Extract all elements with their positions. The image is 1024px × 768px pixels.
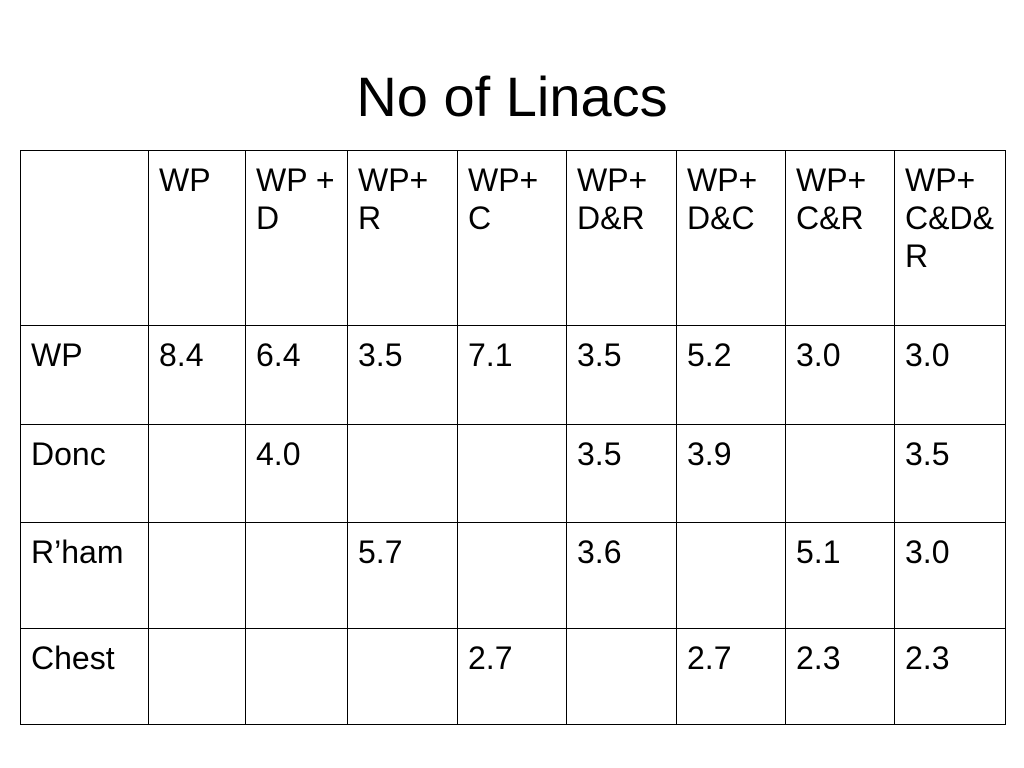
value-cell: 3.5 <box>566 424 677 523</box>
value-cell <box>457 424 567 523</box>
value-cell: 6.4 <box>245 325 348 425</box>
value-cell: 4.0 <box>245 424 348 523</box>
row-label: R’ham <box>20 522 149 629</box>
value-cell: 3.5 <box>894 424 1006 523</box>
row-label: WP <box>20 325 149 425</box>
linac-table: WP WP + D WP+ R WP+ C WP+ D&R WP+ D&C WP+ C&R W… <box>20 150 1006 725</box>
header-cell: WP+ C <box>457 150 567 326</box>
header-cell: WP <box>148 150 246 326</box>
value-cell: 3.0 <box>894 325 1006 425</box>
value-cell: 8.4 <box>148 325 246 425</box>
value-cell <box>245 628 348 725</box>
value-cell <box>457 522 567 629</box>
data-row: Chest 2.7 2.7 2.3 2.3 <box>20 628 1006 725</box>
value-cell <box>148 522 246 629</box>
value-cell: 3.0 <box>894 522 1006 629</box>
value-cell <box>245 522 348 629</box>
data-row: WP 8.4 6.4 3.5 7.1 3.5 5.2 3.0 3.0 <box>20 325 1006 425</box>
row-label: Donc <box>20 424 149 523</box>
header-cell: WP+ D&C <box>676 150 786 326</box>
data-row: R’ham 5.7 3.6 5.1 3.0 <box>20 522 1006 629</box>
data-row: Donc 4.0 3.5 3.9 3.5 <box>20 424 1006 523</box>
row-label: Chest <box>20 628 149 725</box>
value-cell <box>347 628 458 725</box>
value-cell <box>785 424 895 523</box>
table-body: WP WP + D WP+ R WP+ C WP+ D&R WP+ D&C WP+ C&R W… <box>20 150 1006 725</box>
value-cell: 3.9 <box>676 424 786 523</box>
value-cell: 7.1 <box>457 325 567 425</box>
header-cell: WP+ C&R <box>785 150 895 326</box>
value-cell: 3.5 <box>347 325 458 425</box>
value-cell: 3.5 <box>566 325 677 425</box>
header-cell <box>20 150 149 326</box>
value-cell: 2.3 <box>785 628 895 725</box>
value-cell: 5.2 <box>676 325 786 425</box>
header-cell: WP + D <box>245 150 348 326</box>
value-cell <box>566 628 677 725</box>
header-cell: WP+ D&R <box>566 150 677 326</box>
slide-title: No of Linacs <box>356 65 668 128</box>
value-cell: 2.7 <box>676 628 786 725</box>
header-row: WP WP + D WP+ R WP+ C WP+ D&R WP+ D&C WP+ C&R W… <box>20 150 1006 326</box>
value-cell: 2.3 <box>894 628 1006 725</box>
value-cell <box>676 522 786 629</box>
value-cell: 2.7 <box>457 628 567 725</box>
header-cell: WP+ C&D&R <box>894 150 1006 326</box>
value-cell <box>347 424 458 523</box>
value-cell <box>148 424 246 523</box>
value-cell: 3.0 <box>785 325 895 425</box>
value-cell: 5.7 <box>347 522 458 629</box>
value-cell: 3.6 <box>566 522 677 629</box>
value-cell <box>148 628 246 725</box>
header-cell: WP+ R <box>347 150 458 326</box>
value-cell: 5.1 <box>785 522 895 629</box>
